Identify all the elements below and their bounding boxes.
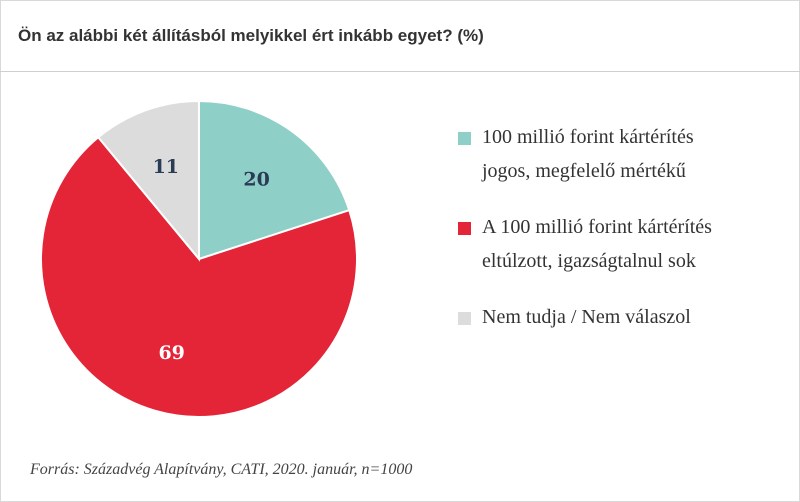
legend-label-line: Nem tudja / Nem válaszol: [482, 306, 691, 328]
legend-label-line: jogos, megfelelő mértékű: [482, 160, 686, 182]
legend-item-excessive: A 100 millió forint kártérítés eltúlzott…: [458, 210, 788, 278]
title-divider: [0, 71, 800, 72]
slice-justified: [198, 99, 351, 261]
legend-label-line: 100 millió forint kártérítés: [482, 126, 694, 148]
pie-value-labels: 20 69 11: [153, 156, 270, 364]
pie-value-label: 69: [158, 342, 184, 364]
legend-swatch-gray: [458, 312, 471, 325]
legend: 100 millió forint kártérítés jogos, megf…: [458, 120, 788, 356]
legend-item-justified: 100 millió forint kártérítés jogos, megf…: [458, 120, 788, 188]
source-note: Forrás: Századvég Alapítvány, CATI, 2020…: [30, 461, 413, 478]
slice-no-answer: [96, 99, 200, 262]
legend-swatch-red: [458, 222, 471, 235]
legend-label-line: A 100 millió forint kártérítés: [482, 216, 712, 238]
legend-label-line: eltúlzott, igazságtalnul sok: [482, 250, 696, 272]
legend-item-no-answer: Nem tudja / Nem válaszol: [458, 300, 788, 334]
pie-value-label: 11: [153, 156, 179, 178]
chart-title: Ön az alábbi két állításból melyikkel ér…: [18, 26, 484, 45]
pie-slices: [40, 99, 358, 418]
slice-excessive: [40, 135, 358, 418]
pie-value-label: 20: [243, 169, 269, 191]
legend-swatch-teal: [458, 132, 471, 145]
